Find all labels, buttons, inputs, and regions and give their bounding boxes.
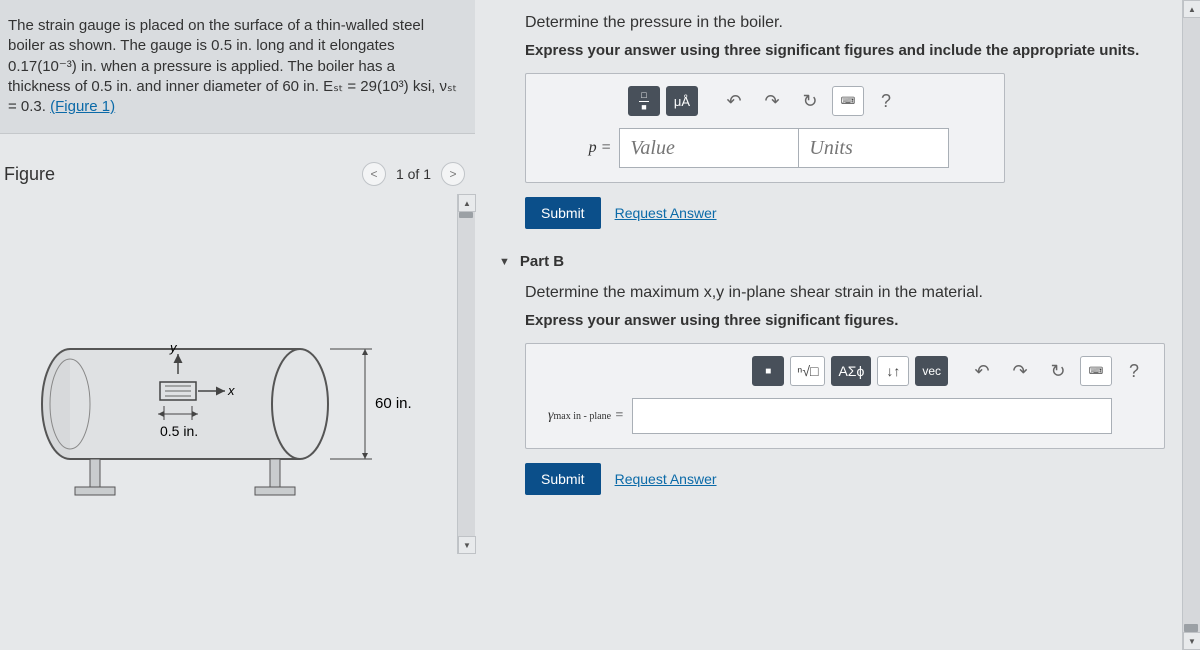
part-b-lhs: γmax in - plane = [540,398,632,434]
undo-button[interactable]: ↶ [718,86,750,116]
redo-button[interactable]: ↷ [1004,356,1036,386]
scroll-down-icon[interactable]: ▼ [1183,632,1200,650]
part-a-lhs: p = [581,128,620,168]
scroll-down-icon[interactable]: ▼ [458,536,476,554]
keyboard-button[interactable]: ⌨ [832,86,864,116]
help-button[interactable]: ? [1118,356,1150,386]
request-answer-link[interactable]: Request Answer [615,205,717,221]
figure-link[interactable]: (Figure 1) [50,98,115,115]
figure-scrollbar[interactable]: ▲ ▼ [457,194,475,554]
root-icon: ⁿ√□ [797,363,818,379]
left-panel: The strain gauge is placed on the surfac… [0,0,475,650]
part-a-submit-row: Submit Request Answer [525,197,1178,229]
height-label: 60 in. [375,395,412,412]
redo-button[interactable]: ↷ [756,86,788,116]
part-b-submit-row: Submit Request Answer [525,463,1178,495]
figure-counter: 1 of 1 [392,166,435,182]
keyboard-button[interactable]: ⌨ [1080,356,1112,386]
template-button[interactable]: ■ [752,356,784,386]
figure-next-button[interactable]: > [441,162,465,186]
scroll-thumb[interactable] [459,212,473,218]
axis-x-label: x [227,383,235,398]
part-b-title: Part B [520,253,564,270]
arrows-button[interactable]: ↓↑ [877,356,909,386]
request-answer-link[interactable]: Request Answer [615,471,717,487]
figure-body: y x 0.5 in. 60 in. [0,194,475,554]
part-a-input-row: p = [540,128,990,168]
help-button[interactable]: ? [870,86,902,116]
reset-button[interactable]: ↻ [794,86,826,116]
problem-statement: The strain gauge is placed on the surfac… [0,0,475,134]
part-a-toolbar: □■ μÅ ↶ ↷ ↻ ⌨ ? [540,86,990,116]
figure-header: Figure < 1 of 1 > [0,154,475,194]
vec-button[interactable]: vec [915,356,948,386]
part-b-header[interactable]: ▼ Part B [499,253,1178,270]
part-a-prompt: Determine the pressure in the boiler. [525,14,1178,32]
reset-button[interactable]: ↻ [1042,356,1074,386]
part-a-instruction: Express your answer using three signific… [525,42,1178,59]
part-b-answer-box: ■ ⁿ√□ ΑΣϕ ↓↑ vec ↶ ↷ ↻ ⌨ ? γmax in - pla… [525,343,1165,449]
thickness-label: 0.5 in. [160,423,198,439]
part-b-value-input[interactable] [632,398,1112,434]
scroll-up-icon[interactable]: ▲ [458,194,476,212]
undo-button[interactable]: ↶ [966,356,998,386]
units-mu-button[interactable]: μÅ [666,86,698,116]
right-panel: Determine the pressure in the boiler. Ex… [475,0,1200,650]
value-input[interactable] [619,128,799,168]
figure-nav: < 1 of 1 > [362,162,465,186]
submit-button[interactable]: Submit [525,463,601,495]
collapse-caret-icon: ▼ [499,256,510,268]
boiler-diagram: y x 0.5 in. 60 in. [20,304,430,524]
part-b-toolbar: ■ ⁿ√□ ΑΣϕ ↓↑ vec ↶ ↷ ↻ ⌨ ? [540,356,1150,386]
part-b-prompt: Determine the maximum x,y in-plane shear… [525,284,1178,302]
template-button[interactable]: □■ [628,86,660,116]
submit-button[interactable]: Submit [525,197,601,229]
figure-prev-button[interactable]: < [362,162,386,186]
figure-title: Figure [4,164,55,185]
part-b-input-row: γmax in - plane = [540,398,1150,434]
scroll-thumb[interactable] [1184,624,1198,632]
fraction-icon: □■ [639,91,648,112]
scroll-up-icon[interactable]: ▲ [1183,0,1200,18]
root-button[interactable]: ⁿ√□ [790,356,825,386]
right-scrollbar[interactable]: ▲ ▼ [1182,0,1200,650]
part-b-instruction: Express your answer using three signific… [525,312,1178,329]
units-input[interactable] [799,128,949,168]
part-a-answer-box: □■ μÅ ↶ ↷ ↻ ⌨ ? p = [525,73,1005,183]
greek-button[interactable]: ΑΣϕ [831,356,871,386]
